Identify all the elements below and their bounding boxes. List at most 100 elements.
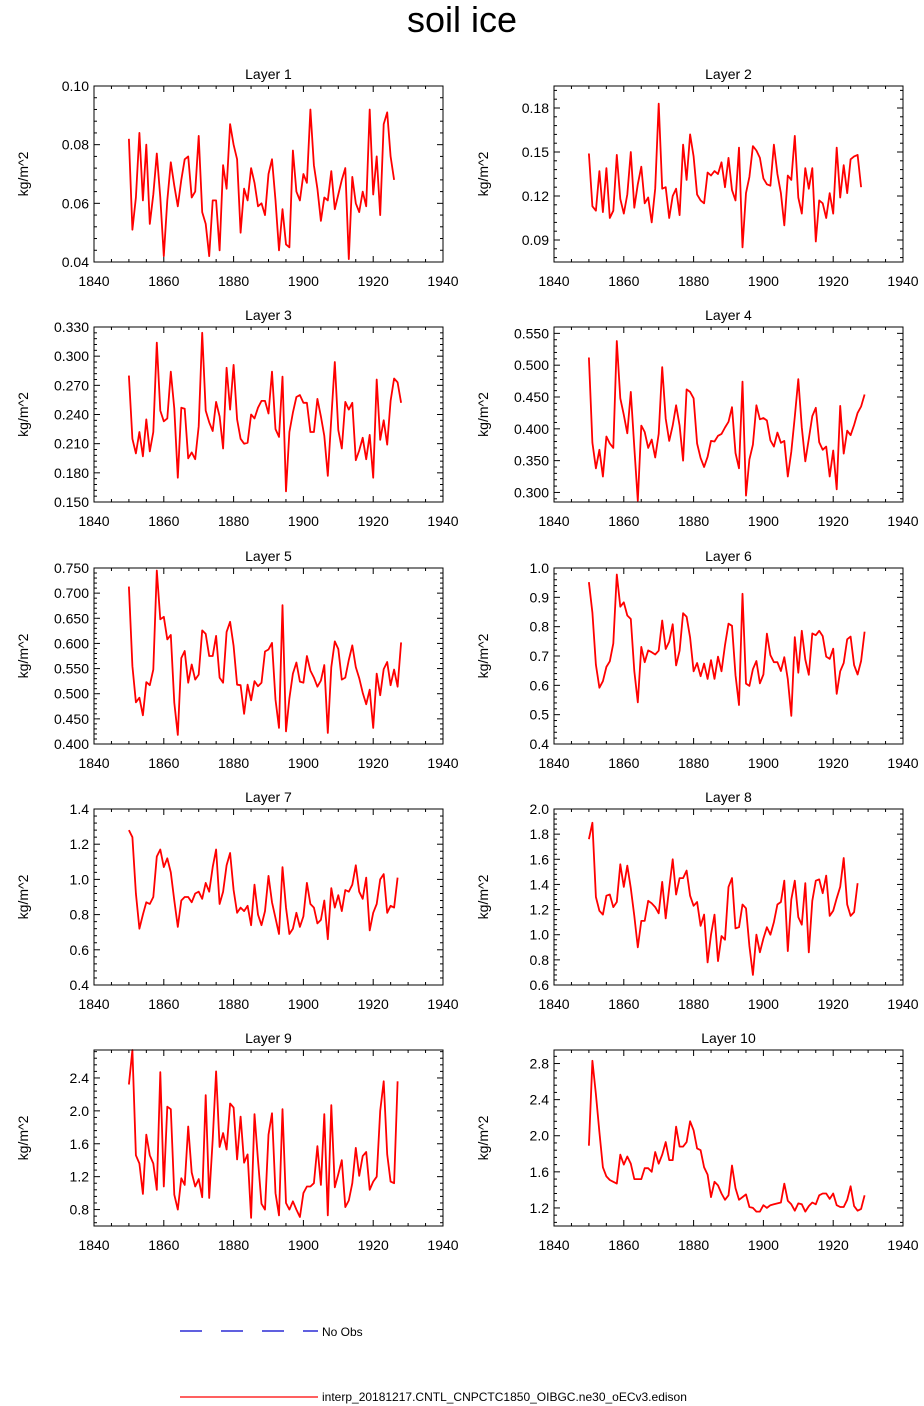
x-tick-label: 1900: [748, 755, 779, 771]
y-axis-label: kg/m^2: [15, 392, 31, 437]
y-tick-label: 0.500: [54, 686, 89, 702]
y-axis-label: kg/m^2: [15, 633, 31, 678]
x-tick-label: 1840: [78, 755, 109, 771]
y-tick-label: 1.2: [530, 1200, 550, 1216]
x-tick-label: 1840: [78, 996, 109, 1012]
x-tick-label: 1900: [748, 996, 779, 1012]
plot-frame: [553, 326, 904, 503]
y-tick-label: 1.4: [70, 801, 90, 817]
x-tick-label: 1840: [538, 996, 569, 1012]
series-line-1: [128, 1049, 399, 1219]
y-tick-label: 0.450: [54, 711, 89, 727]
chart-panel-1: Layer 1 kg/m^2 1840 1860 1880 1900 1920 1940 0.0…: [15, 66, 459, 289]
y-tick-label: 0.240: [54, 407, 89, 423]
y-tick-label: 0.8: [530, 952, 550, 968]
x-tick-label: 1920: [818, 513, 849, 529]
x-tick-label: 1880: [678, 513, 709, 529]
x-tick-label: 1860: [608, 996, 639, 1012]
y-tick-label: 0.4: [70, 977, 90, 993]
chart-panels: Layer 1 kg/m^2 1840 1860 1880 1900 1920 1940 0.0…: [15, 66, 919, 1253]
x-tick-label: 1840: [78, 513, 109, 529]
chart-panel-7: Layer 7 kg/m^2 1840 1860 1880 1900 1920 1940 0.4…: [15, 789, 459, 1012]
y-tick-label: 0.450: [514, 389, 549, 405]
y-tick-label: 0.700: [54, 585, 89, 601]
x-tick-label: 1920: [358, 755, 389, 771]
y-tick-label: 0.6: [70, 942, 90, 958]
y-axis-label: kg/m^2: [15, 151, 31, 196]
chart-panel-4: Layer 4 kg/m^2 1840 1860 1880 1900 1920 1940 0.3…: [475, 307, 919, 529]
y-tick-label: 0.270: [54, 377, 89, 393]
panel-title: Layer 1: [245, 66, 292, 82]
y-tick-label: 0.06: [62, 195, 89, 211]
plot-frame: [553, 567, 904, 745]
chart-panel-3: Layer 3 kg/m^2 1840 1860 1880 1900 1920 1940 0.1…: [15, 307, 459, 529]
x-tick-label: 1860: [608, 513, 639, 529]
x-tick-label: 1840: [538, 273, 569, 289]
y-tick-label: 1.8: [530, 826, 550, 842]
x-tick-label: 1900: [288, 1237, 319, 1253]
x-tick-label: 1860: [608, 1237, 639, 1253]
chart-panel-5: Layer 5 kg/m^2 1840 1860 1880 1900 1920 1940 0.4…: [15, 548, 459, 771]
y-tick-label: 1.6: [530, 1164, 550, 1180]
x-tick-label: 1860: [608, 273, 639, 289]
x-tick-label: 1860: [148, 513, 179, 529]
y-tick-label: 0.300: [514, 484, 549, 500]
x-tick-label: 1840: [78, 273, 109, 289]
chart-panel-6: Layer 6 kg/m^2 1840 1860 1880 1900 1920 1940 0.4…: [475, 548, 919, 771]
x-tick-label: 1880: [678, 755, 709, 771]
x-tick-label: 1940: [887, 513, 918, 529]
y-tick-label: 0.5: [530, 707, 550, 723]
y-tick-label: 0.330: [54, 319, 89, 335]
y-axis-label: kg/m^2: [475, 151, 491, 196]
x-tick-label: 1860: [608, 755, 639, 771]
y-tick-label: 0.6: [530, 677, 550, 693]
legend-model-label: interp_20181217.CNTL_CNPCTC1850_OIBGC.ne…: [322, 1390, 687, 1404]
legend: No Obs interp_20181217.CNTL_CNPCTC1850_O…: [180, 1325, 687, 1404]
x-tick-label: 1940: [427, 513, 458, 529]
y-tick-label: 0.650: [54, 610, 89, 626]
y-tick-label: 0.150: [54, 494, 89, 510]
x-tick-label: 1900: [748, 273, 779, 289]
y-tick-label: 0.09: [522, 232, 549, 248]
y-tick-label: 0.300: [54, 348, 89, 364]
y-tick-label: 0.10: [62, 78, 89, 94]
series-line-1: [588, 573, 866, 717]
y-tick-label: 0.400: [54, 736, 89, 752]
y-tick-label: 0.08: [62, 137, 89, 153]
chart-panel-8: Layer 8 kg/m^2 1840 1860 1880 1900 1920 1940 0.6…: [475, 789, 919, 1012]
panel-title: Layer 7: [245, 789, 292, 805]
y-tick-label: 0.600: [54, 635, 89, 651]
chart-panel-9: Layer 9 kg/m^2 1840 1860 1880 1900 1920 1940 0.8…: [15, 1030, 459, 1253]
y-tick-label: 2.8: [530, 1056, 550, 1072]
x-tick-label: 1920: [358, 273, 389, 289]
x-tick-label: 1920: [818, 273, 849, 289]
plot-frame: [553, 808, 904, 986]
series-line-1: [588, 1059, 866, 1213]
y-tick-label: 0.8: [530, 619, 550, 635]
x-tick-label: 1940: [887, 755, 918, 771]
y-tick-label: 1.4: [530, 876, 550, 892]
plot-frame: [93, 326, 444, 503]
plot-frame: [93, 1049, 444, 1227]
series-line-1: [588, 821, 859, 976]
x-tick-label: 1840: [538, 513, 569, 529]
y-tick-label: 0.400: [514, 421, 549, 437]
y-tick-label: 0.550: [54, 661, 89, 677]
x-tick-label: 1880: [218, 996, 249, 1012]
x-tick-label: 1940: [427, 273, 458, 289]
y-axis-label: kg/m^2: [15, 874, 31, 919]
y-axis-label: kg/m^2: [15, 1115, 31, 1160]
y-axis-label: kg/m^2: [475, 633, 491, 678]
x-tick-label: 1940: [887, 1237, 918, 1253]
y-tick-label: 0.550: [514, 325, 549, 341]
panel-title: Layer 4: [705, 307, 752, 323]
panel-title: Layer 8: [705, 789, 752, 805]
y-axis-label: kg/m^2: [475, 392, 491, 437]
x-tick-label: 1880: [678, 996, 709, 1012]
plot-frame: [553, 85, 904, 263]
y-tick-label: 1.0: [70, 871, 90, 887]
x-tick-label: 1940: [427, 755, 458, 771]
y-tick-label: 0.18: [522, 100, 549, 116]
y-tick-label: 2.4: [70, 1070, 90, 1086]
y-tick-label: 1.2: [70, 836, 90, 852]
